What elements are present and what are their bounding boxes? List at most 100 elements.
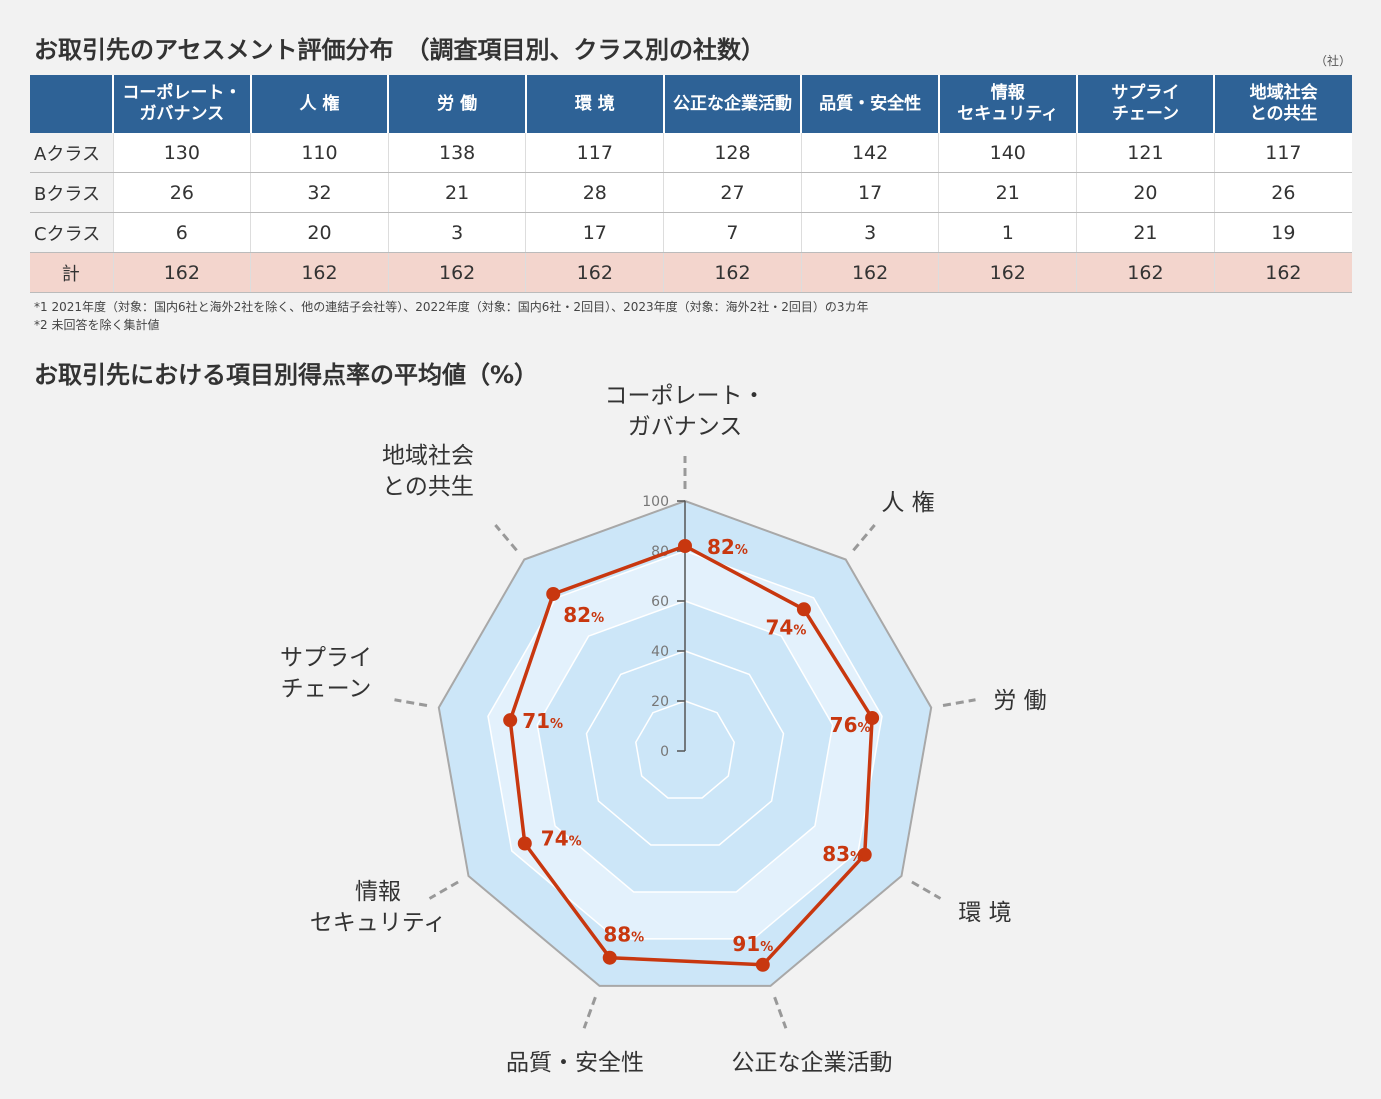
table-cell: 117	[525, 133, 664, 173]
axis-dash	[942, 698, 976, 707]
data-label: 74%	[541, 827, 582, 851]
table-row: Cクラス 6 20 3 17 7 3 1 21 19	[30, 212, 1352, 253]
col-header: 品質・安全性	[800, 75, 939, 133]
assessment-distribution-table: コーポレート・ ガバナンス 人 権 労 働 環 境 公正な企業活動 品質・安全性 …	[30, 75, 1352, 293]
scale-tick-label: 60	[651, 594, 669, 610]
row-label: Bクラス	[30, 172, 113, 213]
category-label: 人 権	[881, 490, 934, 516]
data-point	[865, 711, 880, 726]
total-cell: 162	[112, 252, 251, 293]
table-cell: 17	[800, 172, 939, 213]
scale-tick-label: 40	[651, 644, 669, 660]
scale-tick-label: 20	[651, 694, 669, 710]
data-label: 71%	[522, 709, 563, 733]
axis-dash	[494, 524, 518, 552]
total-cell: 162	[250, 252, 389, 293]
col-header: 情報 セキュリティ	[937, 75, 1077, 133]
table-cell: 3	[387, 212, 526, 253]
total-cell: 162	[1213, 252, 1352, 293]
scale-tick-label: 0	[660, 744, 669, 760]
axis-dash	[852, 524, 876, 552]
table-cell: 21	[938, 172, 1077, 213]
data-point	[857, 847, 872, 862]
total-cell: 162	[1076, 252, 1215, 293]
data-point	[546, 586, 561, 601]
axis-dash	[394, 698, 428, 707]
table-cell: 142	[800, 133, 939, 173]
table-cell: 21	[1076, 212, 1215, 253]
data-point	[796, 602, 811, 617]
total-cell: 162	[663, 252, 802, 293]
table-cell: 28	[525, 172, 664, 213]
data-label: 74%	[765, 615, 806, 639]
table-cell: 17	[525, 212, 664, 253]
total-label: 計	[30, 252, 113, 293]
col-header: 環 境	[524, 75, 664, 133]
footnote-2: *2 未回答を除く集計値	[34, 318, 160, 332]
axis-dash	[911, 880, 942, 900]
table-total-row: 計 162 162 162 162 162 162 162 162 162	[30, 252, 1352, 293]
category-label: 品質・安全性	[506, 1050, 644, 1076]
data-point	[503, 713, 518, 728]
col-header: コーポレート・ ガバナンス	[112, 75, 251, 133]
table-cell: 20	[250, 212, 389, 253]
category-label: サプライチェーン	[280, 645, 372, 702]
col-header: 公正な企業活動	[662, 75, 802, 133]
data-label: 88%	[603, 923, 644, 947]
axis-dash	[428, 880, 459, 900]
category-label: 環 境	[958, 900, 1011, 926]
col-header: サプライ チェーン	[1075, 75, 1215, 133]
table-cell: 21	[387, 172, 526, 213]
table-cell: 1	[938, 212, 1077, 253]
table-cell: 19	[1213, 212, 1352, 253]
table-cell: 6	[112, 212, 251, 253]
category-label: コーポレート・ガバナンス	[605, 383, 766, 440]
table-cell: 138	[387, 133, 526, 173]
total-cell: 162	[800, 252, 939, 293]
total-cell: 162	[387, 252, 526, 293]
axis-dash	[582, 996, 597, 1029]
header-corner	[30, 75, 113, 133]
category-label: 情報セキュリティ	[310, 879, 447, 936]
table-cell: 27	[663, 172, 802, 213]
table-cell: 117	[1213, 133, 1352, 173]
table-header-row: コーポレート・ ガバナンス 人 権 労 働 環 境 公正な企業活動 品質・安全性 …	[30, 75, 1352, 133]
table-cell: 26	[112, 172, 251, 213]
data-label: 82%	[707, 535, 748, 559]
data-point	[517, 836, 532, 851]
axis-dash	[773, 996, 788, 1029]
col-header: 労 働	[387, 75, 526, 133]
series-line	[508, 544, 874, 967]
scale-tick-label: 100	[642, 494, 669, 510]
data-label: 83%	[822, 842, 863, 866]
data-label: 82%	[563, 603, 604, 627]
table-cell: 26	[1213, 172, 1352, 213]
category-label: 労 働	[993, 688, 1046, 714]
radar-chart-title: お取引先における項目別得点率の平均値（%）	[34, 361, 539, 389]
footnote-1: *1 2021年度（対象：国内6社と海外2社を除く、他の連結子会社等）、2022…	[34, 300, 869, 314]
total-cell: 162	[938, 252, 1077, 293]
unit-label: （社）	[1314, 54, 1351, 68]
table-cell: 7	[663, 212, 802, 253]
table-cell: 3	[800, 212, 939, 253]
data-label: 76%	[830, 713, 871, 737]
category-label: 地域社会との共生	[382, 443, 474, 500]
data-point	[602, 950, 617, 965]
radar-chart: 02040608010082%74%76%83%91%88%74%71%82%コ…	[280, 383, 1047, 1076]
data-point	[678, 539, 692, 553]
table-cell: 121	[1076, 133, 1215, 173]
data-label: 91%	[732, 932, 773, 956]
row-label: Aクラス	[30, 133, 113, 173]
assessment-distribution-title: お取引先のアセスメント評価分布 （調査項目別、クラス別の社数）	[34, 36, 766, 64]
total-cell: 162	[525, 252, 664, 293]
table-cell: 128	[663, 133, 802, 173]
category-label: 公正な企業活動	[732, 1050, 893, 1076]
col-header: 人 権	[249, 75, 389, 133]
table-cell: 130	[112, 133, 251, 173]
table-row: Bクラス 26 32 21 28 27 17 21 20 26	[30, 172, 1352, 213]
data-point	[755, 957, 770, 972]
table-cell: 110	[250, 133, 389, 173]
table-cell: 20	[1076, 172, 1215, 213]
table-cell: 140	[938, 133, 1077, 173]
table-cell: 32	[250, 172, 389, 213]
